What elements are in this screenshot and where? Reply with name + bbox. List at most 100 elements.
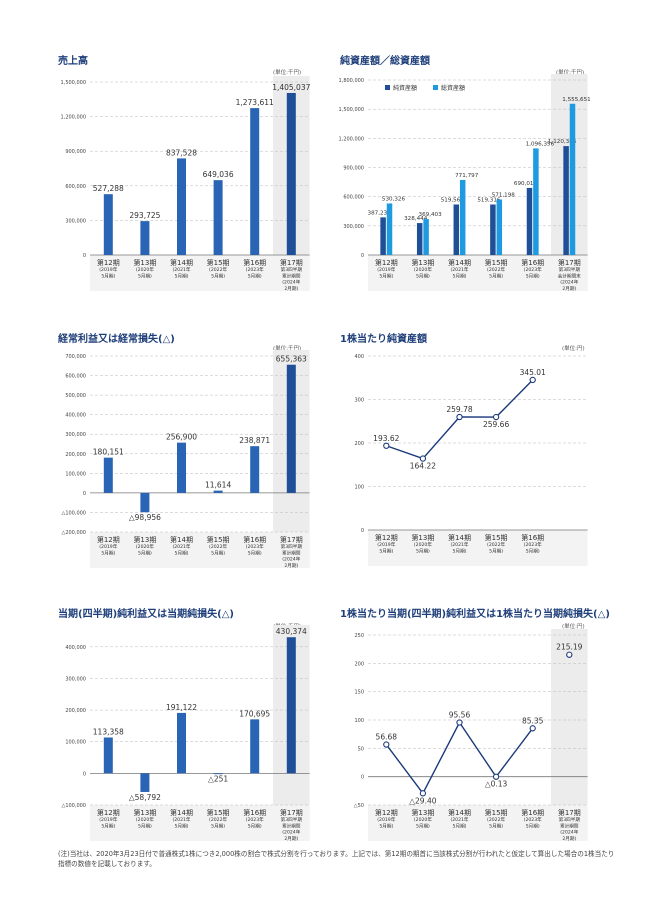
bar [496,199,503,255]
x-tick-label: 2月期) [284,563,298,569]
bar [416,223,423,255]
y-tick-label: 100,000 [65,740,86,746]
data-label: 85.35 [522,716,544,725]
y-tick-label: 1,800,000 [339,78,364,84]
y-tick-label: 300,000 [65,676,86,682]
x-tick-label: (2021年 [172,266,190,273]
x-tick-label: 第14期 [170,808,193,817]
x-tick-label: 5月期) [416,823,430,829]
x-tick-label: 5月期) [453,823,467,829]
bar [140,773,150,792]
y-tick-label: 0 [83,771,86,777]
bar [563,146,569,255]
x-tick-label: (2022年 [487,266,505,273]
unit-label: (単位:千円) [273,70,302,76]
data-label: 259.66 [483,420,509,429]
data-label: 837,528 [166,148,197,157]
x-tick-label: 累計期間 [560,822,579,829]
x-tick-label: (2023年 [246,266,264,273]
ordinary-income-bar-chart: △200,000 △100,000 0 100,000 200,000 300,000 40… [61,350,310,569]
x-tick-label: (2019年 [377,816,395,823]
y-tick-label: △100,000 [61,803,86,809]
y-tick-label: 300,000 [65,218,86,224]
bar [533,148,539,255]
x-tick-label: 5月期) [138,273,152,279]
x-tick-label: 第17期 [558,808,581,817]
data-label: △251 [208,774,228,783]
category-band [368,805,588,841]
y-tick-label: 0 [83,491,86,497]
x-tick-label: 第14期 [448,258,471,267]
y-tick-label: 1,200,000 [61,115,86,121]
bar [250,108,260,255]
bar [140,221,150,255]
y-tick-label: △200,000 [61,530,86,536]
chart-title: 1株当たり純資産額 [340,334,427,345]
chart-panel-ordinary-income: 経常利益又は経常損失(△) (単位:千円) △200,000 △100,000 0 1… [58,330,323,575]
x-tick-label: (2023年 [246,543,264,550]
bar [177,442,186,493]
x-tick-label: 5月期) [526,273,540,279]
y-tick-label: 600,000 [65,184,86,190]
data-label: 293,725 [129,211,160,220]
x-tick-label: 5月期) [211,550,225,556]
x-tick-label: 5月期) [138,550,152,556]
x-tick-label: 第12期 [97,258,120,267]
x-tick-label: 5月期) [489,823,503,829]
x-tick-label: 5月期) [211,273,225,279]
y-tick-label: △50 [354,803,364,809]
x-tick-label: 第15期 [207,258,230,267]
y-tick-label: 900,000 [343,166,364,172]
category-band [368,530,588,566]
x-tick-label: 累計期間 [282,549,301,556]
x-tick-label: (2024年 [560,279,578,286]
chart-panel-net-income: 当期(四半期)純利益又は当期純損失(△) (単位:千円) △100,000010… [58,605,323,842]
bps-line-chart: 0100200300400第12期(2019年5月期)第13期(2020年5月期… [354,354,588,566]
data-label: 369,403 [419,212,443,218]
x-tick-label: 5月期) [379,823,393,829]
data-label: △29.40 [409,796,436,805]
x-tick-label: 5月期) [453,273,467,279]
x-tick-label: 会計期間末 [558,272,581,279]
x-tick-label: (2020年 [136,816,154,823]
bar [250,719,260,774]
y-tick-label: 1,500,000 [61,80,86,86]
x-tick-label: 5月期) [248,823,262,829]
chart-panel-bps: 1株当たり純資産額 (単位:円) 0 100 200 300 400 第12期 (2019年… [340,330,588,575]
data-label: 164.22 [410,462,436,471]
data-point [566,651,573,658]
x-tick-label: (2020年 [136,266,154,273]
x-tick-label: 2月期) [562,286,576,292]
bar [213,490,223,493]
x-tick-label: 5月期) [379,548,393,554]
series-line [385,721,534,795]
x-tick-label: 第13期 [411,533,434,542]
bar [250,446,260,493]
x-tick-label: 第13期 [411,258,434,267]
y-tick-label: 200 [354,661,364,667]
unit-label: (単位:千円) [556,70,585,76]
x-tick-label: 第12期 [97,808,120,817]
eps-line-chart: △50050100150200250第12期(2019年5月期)第13期(202… [354,629,588,842]
x-tick-label: 5月期) [101,823,115,829]
x-tick-label: 2月期) [284,286,298,292]
data-label: 387,237 [368,210,392,216]
x-tick-label: 第3四半期 [559,266,581,273]
data-label: 180,151 [93,448,124,457]
x-tick-label: (2023年 [524,541,542,548]
data-label: 571,198 [492,192,516,198]
x-tick-label: 第15期 [485,533,508,542]
x-tick-label: (2020年 [136,543,154,550]
bar [140,492,150,513]
y-tick-label: 1,200,000 [339,136,364,142]
data-point [456,719,463,726]
x-tick-label: 5月期) [526,823,540,829]
net-income-bar-chart: △100,000 0 100,000 200,000 300,000 400,000 第12… [61,625,310,842]
x-tick-label: 5月期) [416,273,430,279]
data-label: 345.01 [520,368,546,377]
chart-panel-sales: 売上高 (単位:千円) 0 300,000 600,000 900,000 1,200,… [58,52,323,297]
y-tick-label: 100 [354,718,364,724]
bar [286,92,296,256]
x-tick-label: 第14期 [448,808,471,817]
data-label: 430,374 [276,627,307,636]
